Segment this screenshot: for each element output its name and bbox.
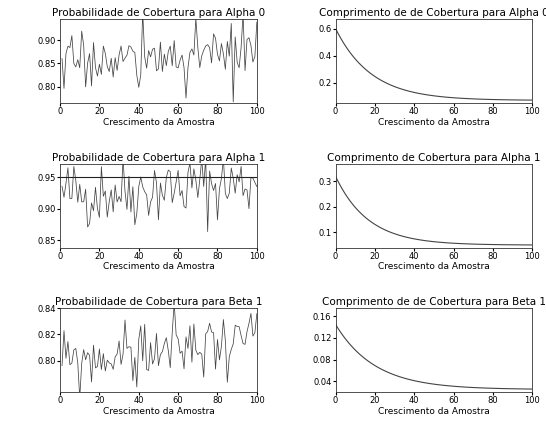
X-axis label: Crescimento da Amostra: Crescimento da Amostra [378, 118, 490, 127]
X-axis label: Crescimento da Amostra: Crescimento da Amostra [103, 262, 215, 271]
X-axis label: Crescimento da Amostra: Crescimento da Amostra [378, 407, 490, 416]
Title: Probabilidade de Cobertura para Alpha 0: Probabilidade de Cobertura para Alpha 0 [52, 8, 265, 18]
X-axis label: Crescimento da Amostra: Crescimento da Amostra [103, 407, 215, 416]
Title: Probabilidade de Cobertura para Alpha 1: Probabilidade de Cobertura para Alpha 1 [52, 153, 265, 163]
X-axis label: Crescimento da Amostra: Crescimento da Amostra [103, 118, 215, 127]
Title: Comprimento de de Cobertura para Alpha 0: Comprimento de de Cobertura para Alpha 0 [319, 8, 546, 18]
Title: Comprimento de de Cobertura para Beta 1: Comprimento de de Cobertura para Beta 1 [322, 297, 546, 307]
X-axis label: Crescimento da Amostra: Crescimento da Amostra [378, 262, 490, 271]
Title: Comprimento de Cobertura para Alpha 1: Comprimento de Cobertura para Alpha 1 [327, 153, 541, 163]
Title: Probabilidade de Cobertura para Beta 1: Probabilidade de Cobertura para Beta 1 [55, 297, 262, 307]
